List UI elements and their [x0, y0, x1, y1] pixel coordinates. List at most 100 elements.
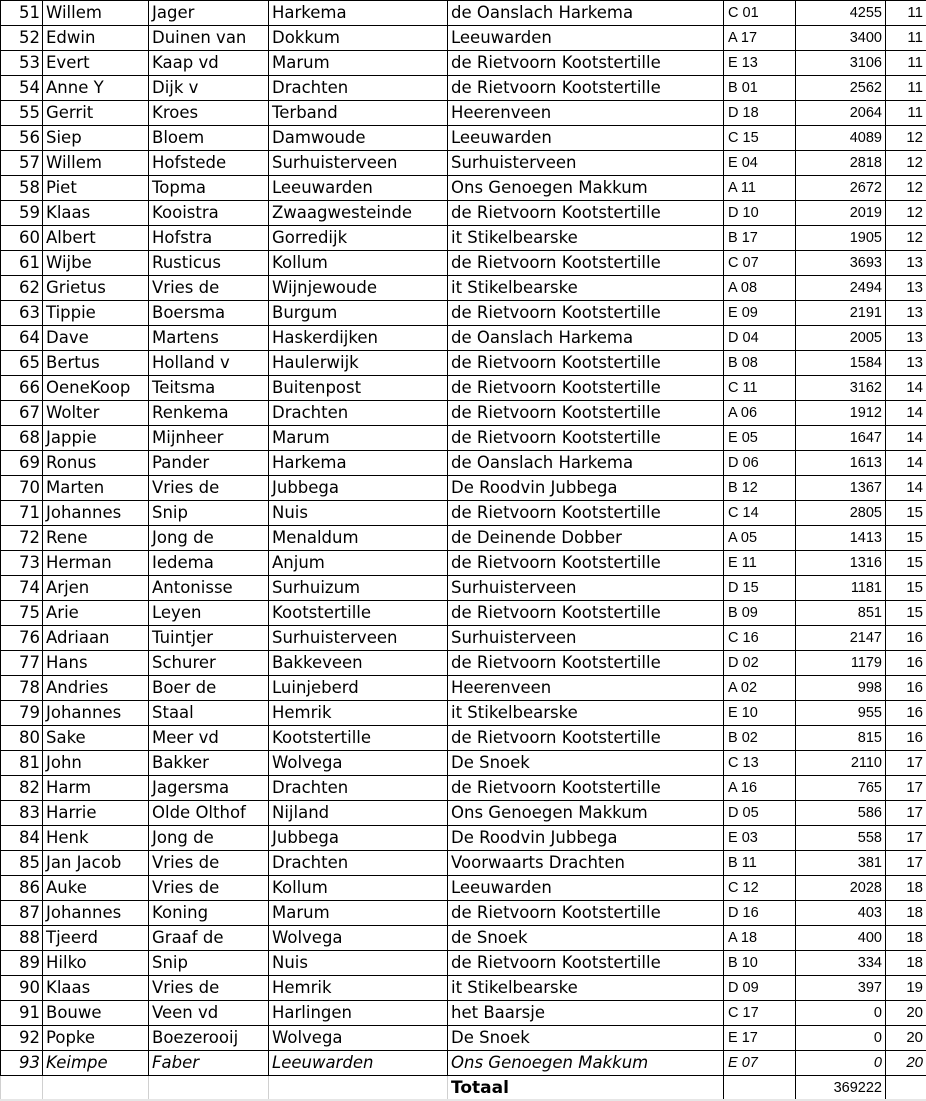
rank-number-cell[interactable]: 76	[0, 625, 43, 651]
first-name-cell[interactable]: Siep	[42, 125, 149, 151]
club-cell[interactable]: de Rietvoorn Kootstertille	[447, 725, 724, 751]
last-name-cell[interactable]: Leyen	[148, 600, 269, 626]
rank-number-cell[interactable]: 82	[0, 775, 43, 801]
empty-cell[interactable]	[268, 1075, 448, 1101]
weight-cell[interactable]: 3400	[795, 25, 886, 51]
club-cell[interactable]: Heerenveen	[447, 100, 724, 126]
first-name-cell[interactable]: Adriaan	[42, 625, 149, 651]
weight-cell[interactable]: 1179	[795, 650, 886, 676]
club-cell[interactable]: de Rietvoorn Kootstertille	[447, 775, 724, 801]
town-cell[interactable]: Kollum	[268, 250, 448, 276]
town-cell[interactable]: Harlingen	[268, 1000, 448, 1026]
last-name-cell[interactable]: Jager	[148, 0, 269, 26]
place-cell[interactable]: 20	[885, 1025, 926, 1051]
club-cell[interactable]: de Rietvoorn Kootstertille	[447, 425, 724, 451]
town-cell[interactable]: Kollum	[268, 875, 448, 901]
last-name-cell[interactable]: Meer vd	[148, 725, 269, 751]
town-cell[interactable]: Leeuwarden	[268, 175, 448, 201]
town-cell[interactable]: Drachten	[268, 850, 448, 876]
weight-cell[interactable]: 1647	[795, 425, 886, 451]
peg-cell[interactable]: A 02	[723, 675, 796, 701]
first-name-cell[interactable]: Jan Jacob	[42, 850, 149, 876]
peg-cell[interactable]: C 17	[723, 1000, 796, 1026]
weight-cell[interactable]: 586	[795, 800, 886, 826]
weight-cell[interactable]: 403	[795, 900, 886, 926]
town-cell[interactable]: Leeuwarden	[268, 1050, 448, 1076]
peg-cell[interactable]: B 01	[723, 75, 796, 101]
club-cell[interactable]: Ons Genoegen Makkum	[447, 800, 724, 826]
first-name-cell[interactable]: Jappie	[42, 425, 149, 451]
club-cell[interactable]: Leeuwarden	[447, 875, 724, 901]
peg-cell[interactable]: E 17	[723, 1025, 796, 1051]
town-cell[interactable]: Drachten	[268, 775, 448, 801]
place-cell[interactable]: 16	[885, 700, 926, 726]
weight-cell[interactable]: 2805	[795, 500, 886, 526]
town-cell[interactable]: Anjum	[268, 550, 448, 576]
peg-cell[interactable]: D 10	[723, 200, 796, 226]
club-cell[interactable]: de Deinende Dobber	[447, 525, 724, 551]
place-cell[interactable]: 13	[885, 300, 926, 326]
club-cell[interactable]: De Snoek	[447, 1025, 724, 1051]
town-cell[interactable]: Harkema	[268, 450, 448, 476]
rank-number-cell[interactable]: 81	[0, 750, 43, 776]
peg-cell[interactable]: C 11	[723, 375, 796, 401]
weight-cell[interactable]: 1316	[795, 550, 886, 576]
town-cell[interactable]: Kootstertille	[268, 725, 448, 751]
weight-cell[interactable]: 1905	[795, 225, 886, 251]
place-cell[interactable]: 15	[885, 550, 926, 576]
town-cell[interactable]: Drachten	[268, 75, 448, 101]
last-name-cell[interactable]: Graaf de	[148, 925, 269, 951]
place-cell[interactable]: 11	[885, 25, 926, 51]
weight-cell[interactable]: 397	[795, 975, 886, 1001]
town-cell[interactable]: Jubbega	[268, 475, 448, 501]
rank-number-cell[interactable]: 74	[0, 575, 43, 601]
peg-cell[interactable]: B 17	[723, 225, 796, 251]
first-name-cell[interactable]: Klaas	[42, 975, 149, 1001]
peg-cell[interactable]: D 09	[723, 975, 796, 1001]
weight-cell[interactable]: 1912	[795, 400, 886, 426]
empty-cell[interactable]	[148, 1075, 269, 1101]
first-name-cell[interactable]: Herman	[42, 550, 149, 576]
club-cell[interactable]: de Rietvoorn Kootstertille	[447, 950, 724, 976]
weight-cell[interactable]: 1367	[795, 475, 886, 501]
empty-cell[interactable]	[885, 1075, 926, 1101]
place-cell[interactable]: 11	[885, 50, 926, 76]
town-cell[interactable]: Drachten	[268, 400, 448, 426]
place-cell[interactable]: 11	[885, 75, 926, 101]
place-cell[interactable]: 15	[885, 575, 926, 601]
first-name-cell[interactable]: Hilko	[42, 950, 149, 976]
town-cell[interactable]: Kootstertille	[268, 600, 448, 626]
first-name-cell[interactable]: Johannes	[42, 500, 149, 526]
weight-cell[interactable]: 334	[795, 950, 886, 976]
club-cell[interactable]: de Rietvoorn Kootstertille	[447, 250, 724, 276]
town-cell[interactable]: Hemrik	[268, 975, 448, 1001]
last-name-cell[interactable]: Teitsma	[148, 375, 269, 401]
club-cell[interactable]: de Rietvoorn Kootstertille	[447, 900, 724, 926]
place-cell[interactable]: 16	[885, 725, 926, 751]
club-cell[interactable]: Ons Genoegen Makkum	[447, 175, 724, 201]
town-cell[interactable]: Surhuisterveen	[268, 150, 448, 176]
peg-cell[interactable]: B 02	[723, 725, 796, 751]
peg-cell[interactable]: B 08	[723, 350, 796, 376]
peg-cell[interactable]: C 14	[723, 500, 796, 526]
last-name-cell[interactable]: Jong de	[148, 825, 269, 851]
town-cell[interactable]: Marum	[268, 50, 448, 76]
last-name-cell[interactable]: Boersma	[148, 300, 269, 326]
place-cell[interactable]: 11	[885, 0, 926, 26]
peg-cell[interactable]: A 18	[723, 925, 796, 951]
peg-cell[interactable]: A 11	[723, 175, 796, 201]
last-name-cell[interactable]: Jong de	[148, 525, 269, 551]
rank-number-cell[interactable]: 64	[0, 325, 43, 351]
place-cell[interactable]: 15	[885, 600, 926, 626]
place-cell[interactable]: 18	[885, 875, 926, 901]
club-cell[interactable]: de Rietvoorn Kootstertille	[447, 550, 724, 576]
first-name-cell[interactable]: Rene	[42, 525, 149, 551]
weight-cell[interactable]: 3693	[795, 250, 886, 276]
rank-number-cell[interactable]: 83	[0, 800, 43, 826]
peg-cell[interactable]: A 16	[723, 775, 796, 801]
rank-number-cell[interactable]: 88	[0, 925, 43, 951]
first-name-cell[interactable]: Auke	[42, 875, 149, 901]
club-cell[interactable]: it Stikelbearske	[447, 700, 724, 726]
first-name-cell[interactable]: Willem	[42, 150, 149, 176]
club-cell[interactable]: de Rietvoorn Kootstertille	[447, 375, 724, 401]
